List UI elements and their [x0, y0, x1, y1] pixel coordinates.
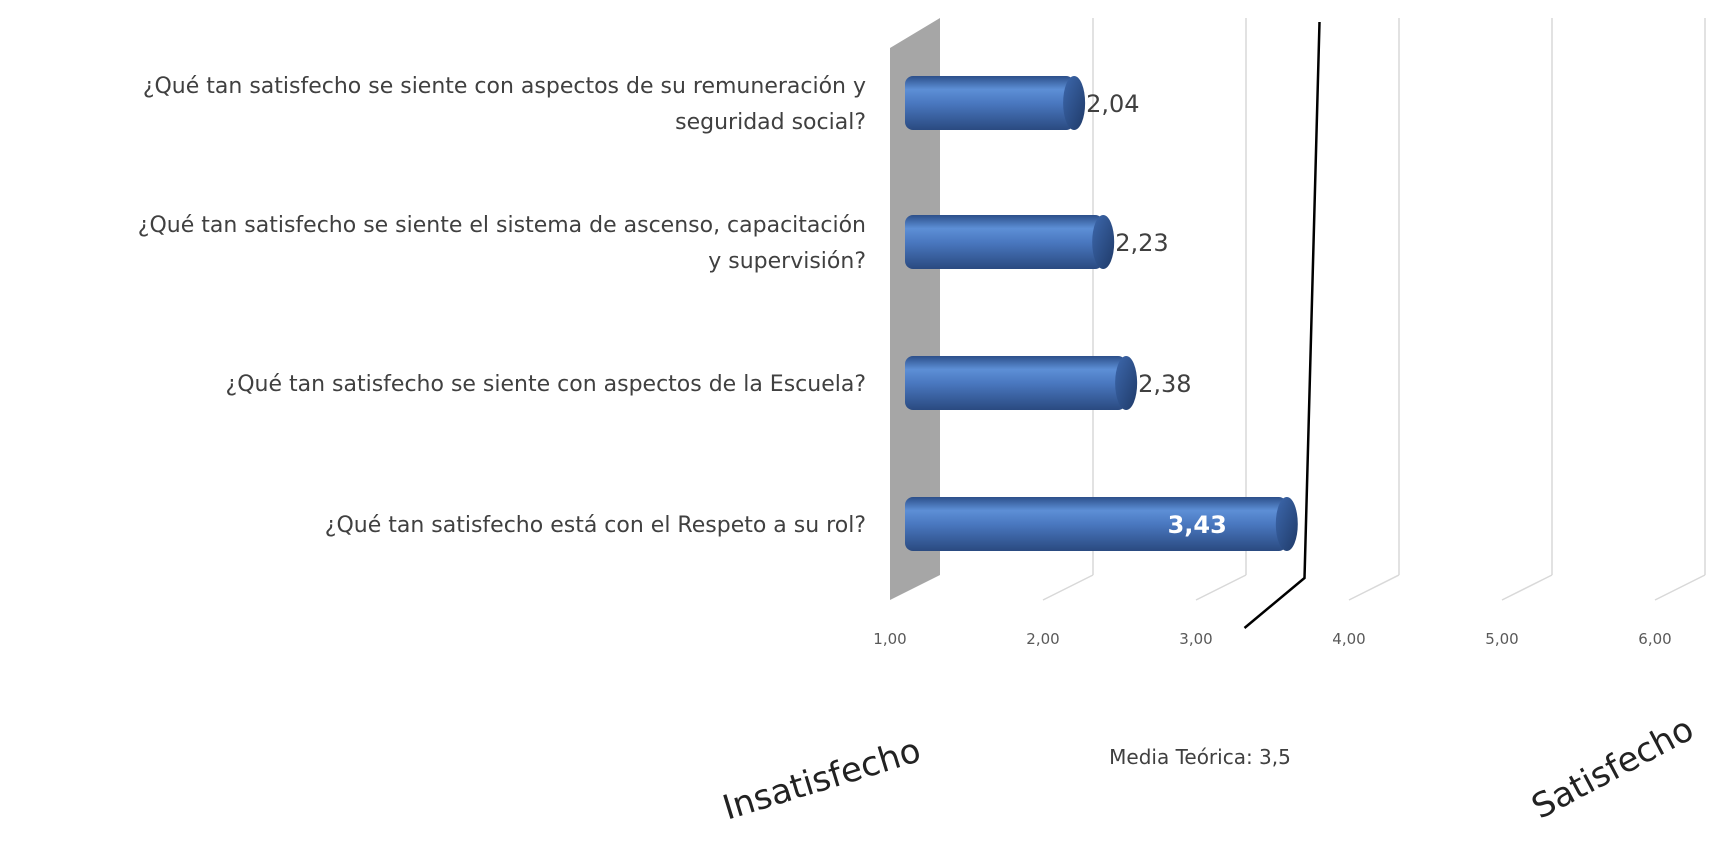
- bar-value-label: 2,04: [1086, 90, 1139, 118]
- gridline-floor: [1195, 574, 1247, 601]
- x-tick-label: 6,00: [1638, 630, 1671, 648]
- category-label: ¿Qué tan satisfecho se siente con aspect…: [143, 74, 866, 99]
- category-label: ¿Qué tan satisfecho se siente con aspect…: [226, 372, 866, 397]
- bar: [905, 356, 1127, 410]
- gridline-floor: [1654, 574, 1706, 601]
- reference-line: [1243, 21, 1321, 629]
- bar-end-cap: [1063, 76, 1086, 130]
- gridline-floor: [1042, 574, 1094, 601]
- x-tick-label: 5,00: [1485, 630, 1518, 648]
- bar-end-cap: [1092, 215, 1115, 269]
- category-label: seguridad social?: [675, 110, 866, 135]
- x-tick-label: 1,00: [873, 630, 906, 648]
- bar-end-cap: [1115, 356, 1138, 410]
- x-tick-label: 2,00: [1026, 630, 1059, 648]
- reference-line-label: Media Teórica: 3,5: [1109, 745, 1291, 769]
- bar-value-label: 2,38: [1138, 370, 1191, 398]
- category-label: y supervisión?: [708, 249, 866, 274]
- gridline-floor: [1501, 574, 1553, 601]
- right-side-label: Satisfecho: [1525, 709, 1700, 827]
- bar: [905, 215, 1104, 269]
- bar: [905, 497, 1287, 551]
- bar: [905, 76, 1075, 130]
- x-tick-label: 4,00: [1332, 630, 1365, 648]
- side-wall: [890, 18, 940, 600]
- category-label: ¿Qué tan satisfecho está con el Respeto …: [325, 513, 866, 538]
- bar-value-label: 2,23: [1115, 229, 1168, 257]
- left-side-label: Insatisfecho: [718, 730, 925, 828]
- category-label: ¿Qué tan satisfecho se siente el sistema…: [138, 213, 866, 238]
- gridline-floor: [1348, 574, 1400, 601]
- bar-end-cap: [1275, 497, 1298, 551]
- x-tick-label: 3,00: [1179, 630, 1212, 648]
- bar-value-label: 3,43: [1168, 511, 1227, 539]
